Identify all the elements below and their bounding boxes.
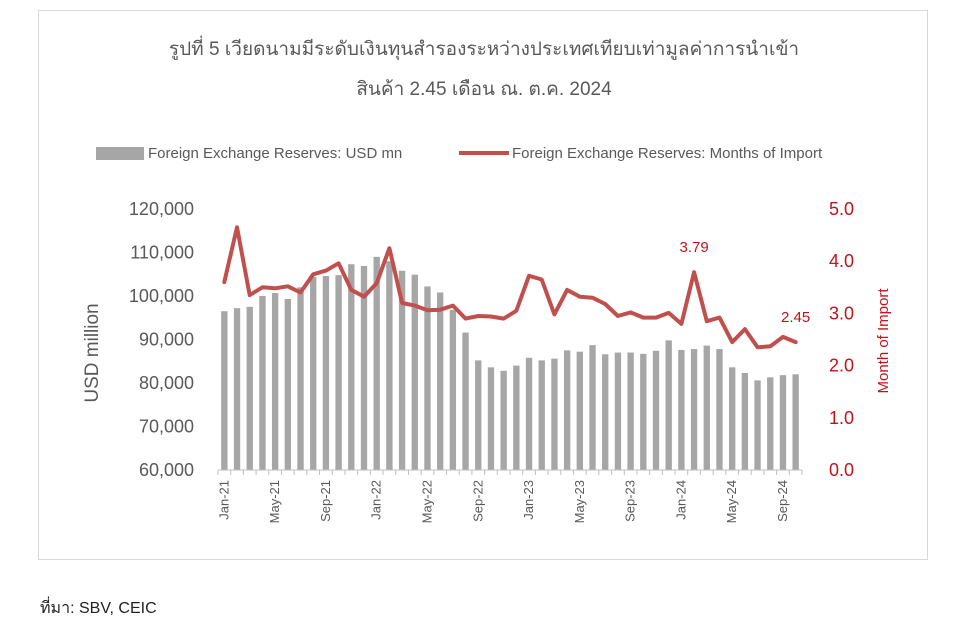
bars-layer [221,256,799,470]
legend-bar-swatch [96,147,144,160]
bar [475,360,482,470]
bar [271,292,279,470]
bar [779,375,787,470]
bar [386,261,393,470]
bar [398,270,406,470]
bar [525,357,533,470]
bar [437,292,444,470]
x-tick-label: May-23 [572,480,587,523]
bar [538,360,545,470]
bar [652,350,660,470]
bar [627,352,634,470]
bar [741,372,749,470]
bar [373,256,380,470]
left-axis-title: USD million [82,303,103,402]
data-label: 3.79 [679,239,708,256]
bar [500,370,507,470]
bar [221,311,228,470]
bar [551,358,558,470]
bar [690,349,698,470]
bar [716,349,723,470]
right-tick-label: 2.0 [829,356,854,376]
right-tick-label: 3.0 [829,303,854,323]
bar [449,309,457,470]
x-tick-label: Sep-23 [623,480,638,522]
bar [767,377,774,470]
left-tick-label: 90,000 [139,330,194,350]
right-axis-ticks: 5.0 4.0 3.0 2.0 1.0 0.0 [829,199,854,480]
bar [246,306,253,470]
right-tick-label: 1.0 [829,408,854,428]
annotations: 3.79 2.45 [679,239,810,326]
legend: Foreign Exchange Reserves: USD mn Foreig… [96,145,823,162]
bar [614,352,622,470]
chart-frame: รูปที่ 5 เวียดนามมีระดับเงินทุนสำรองระหว… [38,10,928,560]
x-tick-label: Sep-24 [775,480,790,522]
x-tick-label: May-21 [267,480,282,523]
bar [322,275,330,470]
bar [754,380,761,470]
bar [729,367,736,470]
bar [640,353,647,470]
bar [487,367,495,470]
bar [233,308,241,470]
data-label: 2.45 [781,309,810,326]
x-tick-label: May-24 [724,480,739,523]
x-tick-label: Jan-21 [216,480,231,520]
chart-title-line1: รูปที่ 5 เวียดนามมีระดับเงินทุนสำรองระหว… [169,35,799,61]
chart-svg: รูปที่ 5 เวียดนามมีระดับเงินทุนสำรองระหว… [82,35,892,523]
source-note: ที่มา: SBV, CEIC [40,600,157,617]
x-tick-label: Jan-22 [369,480,384,520]
x-tick-label: Jan-23 [521,480,536,520]
months-of-import-line [222,225,798,350]
right-tick-label: 4.0 [829,251,854,271]
bar [360,265,368,470]
x-axis: Jan-21 May-21 Sep-21 Jan-22 May-22 Sep-22 Jan-… [216,469,803,523]
line-layer [222,225,798,350]
bar [513,365,520,470]
left-tick-label: 70,000 [139,417,194,437]
bar [424,286,431,470]
bar [284,299,291,470]
bar [348,264,355,470]
legend-bar-label: Foreign Exchange Reserves: USD mn [148,145,402,162]
left-axis-ticks: 120,000 110,000 100,000 90,000 80,000 70,000 6… [129,199,194,480]
x-tick-label: Jan-24 [673,480,688,520]
legend-line-label: Foreign Exchange Reserves: Months of Imp… [512,145,823,162]
bar [589,345,596,470]
right-axis-title: Month of Import [875,288,892,394]
x-tick-label: Sep-21 [318,480,333,522]
bar [703,345,710,470]
bar [563,350,571,470]
bar [576,351,583,470]
chart-title-line2: สินค้า 2.45 เดือน ณ. ต.ค. 2024 [356,79,612,100]
left-tick-label: 60,000 [139,460,194,480]
bar [297,287,304,470]
bar [310,276,317,470]
bar [335,275,342,470]
right-tick-label: 0.0 [829,460,854,480]
left-tick-label: 110,000 [130,243,194,263]
bar [792,374,799,470]
x-tick-label: Sep-22 [470,480,485,522]
x-tick-label: May-22 [419,480,434,523]
bar [411,274,418,470]
left-tick-label: 120,000 [129,199,194,219]
bar [259,296,266,470]
bar [462,332,469,470]
bar [665,340,672,470]
bar [602,354,609,470]
bar [678,349,685,470]
left-tick-label: 80,000 [139,373,194,393]
right-tick-label: 5.0 [829,199,854,219]
left-tick-label: 100,000 [129,286,194,306]
